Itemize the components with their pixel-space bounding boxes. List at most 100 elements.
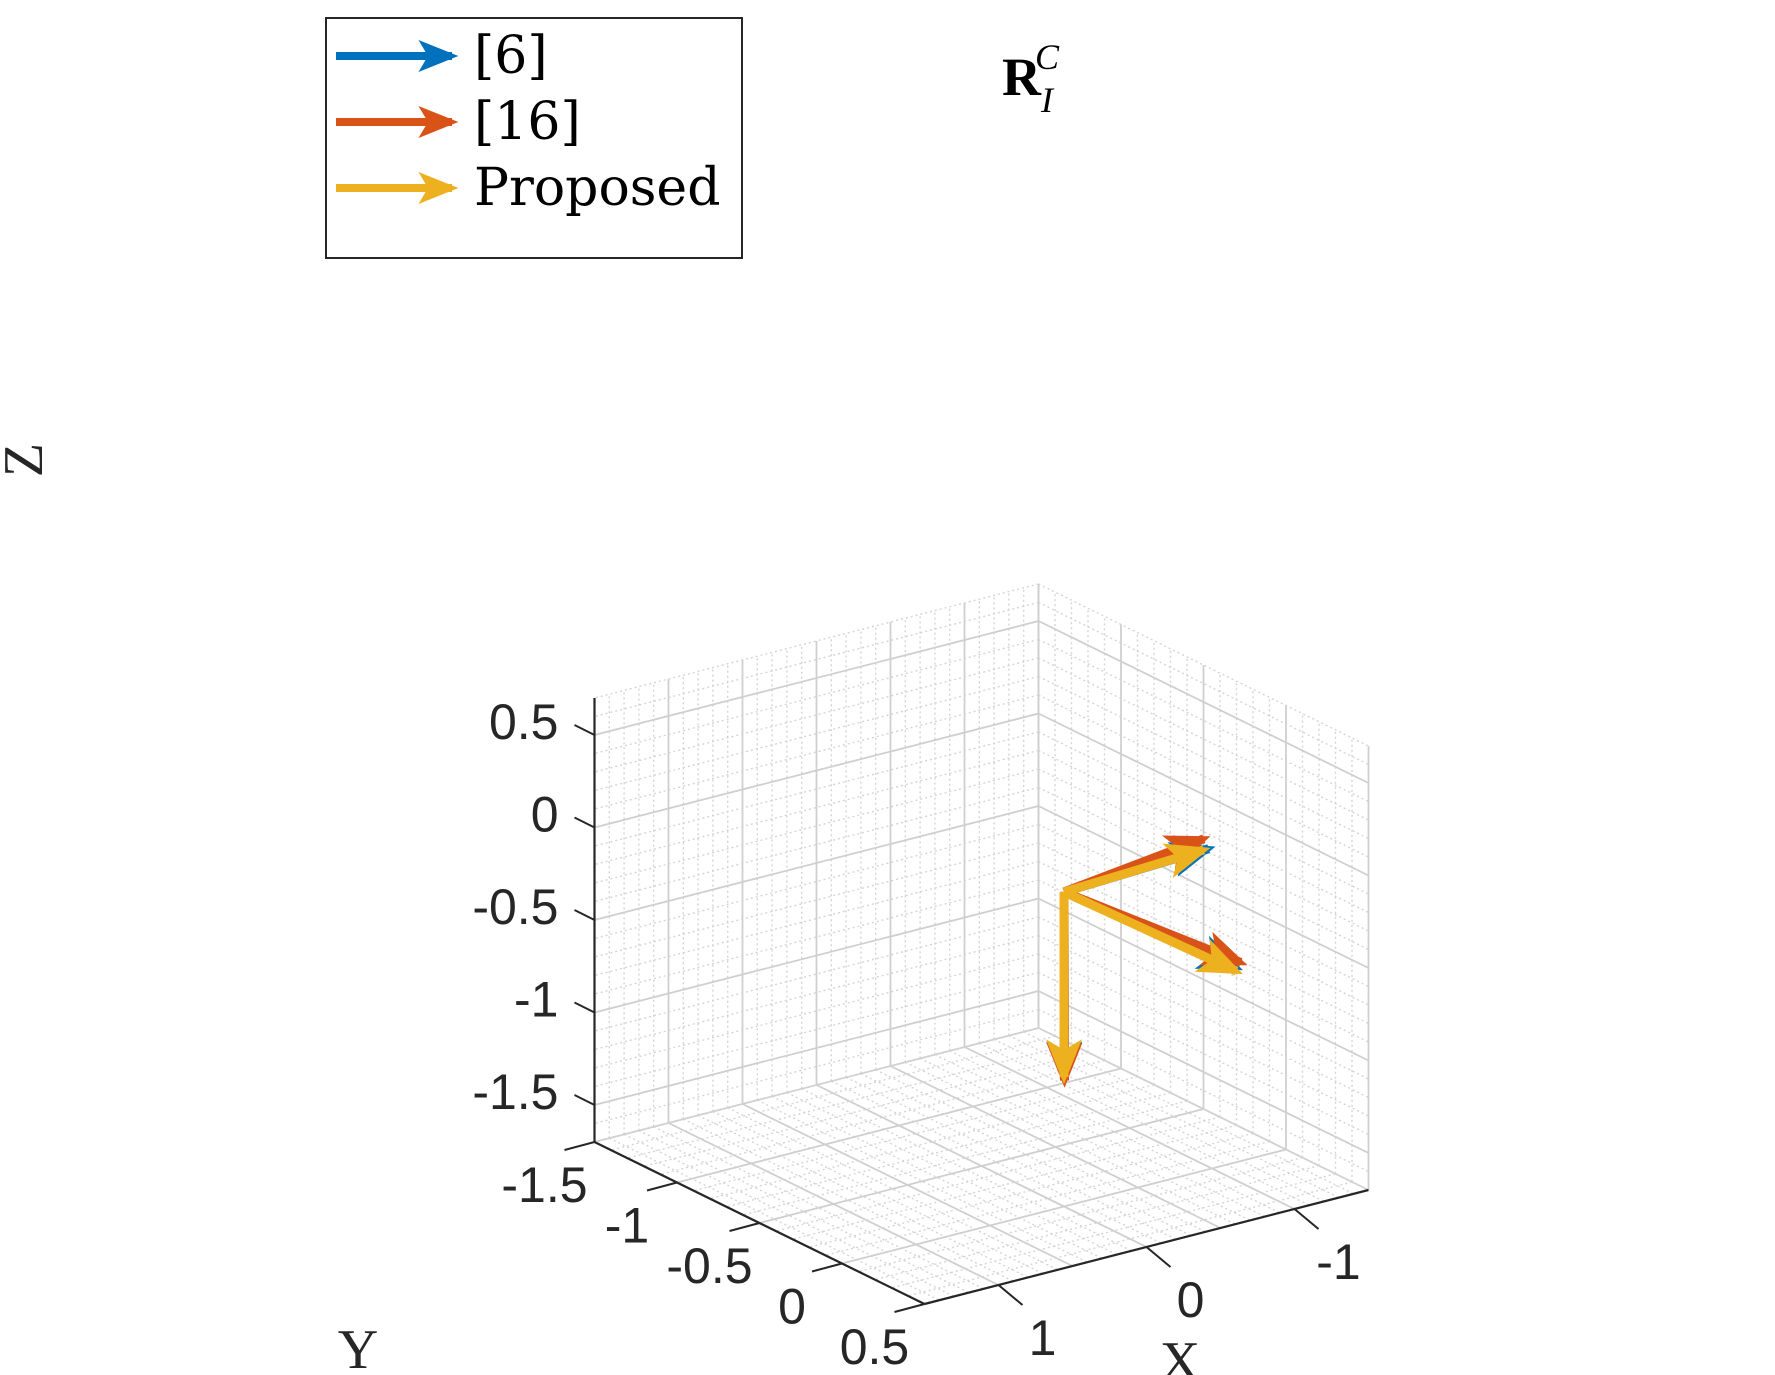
gridline — [594, 712, 1039, 829]
gridline — [697, 1114, 1029, 1279]
gridline — [1038, 731, 1369, 895]
gridline — [875, 1069, 1207, 1233]
legend: [6][16]Proposed — [325, 17, 743, 259]
gridline — [1038, 620, 1369, 784]
gridline — [709, 1084, 1155, 1200]
gridline — [1038, 1027, 1369, 1191]
gridline — [594, 1027, 1039, 1143]
gridline — [638, 1129, 970, 1294]
gridline — [756, 1099, 1088, 1263]
y-tick-label: -0.5 — [666, 1238, 752, 1294]
gridline — [919, 1057, 1251, 1222]
gridline — [792, 1124, 1237, 1240]
y-tick-label: 0 — [778, 1279, 806, 1335]
gridline — [682, 1118, 1014, 1282]
gridline — [934, 1053, 1266, 1218]
gridline — [860, 1072, 1192, 1237]
gridline — [727, 1107, 1059, 1271]
x-axis-label: X — [1160, 1331, 1200, 1375]
z-tick — [574, 724, 595, 736]
gridline — [1038, 805, 1369, 969]
y-tick-label: 0.5 — [840, 1319, 910, 1375]
legend-label: [16] — [474, 92, 581, 152]
z-tick-label: 0 — [531, 787, 559, 843]
gridline — [759, 1108, 1204, 1224]
z-tick — [574, 1001, 595, 1014]
gridline — [1038, 657, 1369, 821]
gridline — [786, 1091, 1118, 1256]
series-layer — [1046, 834, 1248, 1088]
gridline — [594, 805, 1039, 921]
title-base: R — [1002, 47, 1042, 107]
gridline — [978, 1042, 1310, 1206]
gridline — [594, 731, 1039, 847]
gridline — [693, 1075, 1138, 1192]
gridline — [643, 1051, 1089, 1167]
gridline — [830, 1080, 1162, 1244]
gridline — [594, 601, 1039, 718]
gridline — [623, 1133, 955, 1298]
legend-item: Proposed — [336, 158, 721, 218]
gridline — [1038, 768, 1369, 932]
z-tick-label: -0.5 — [472, 879, 558, 935]
gridline — [594, 879, 1039, 995]
gridline — [891, 1173, 1336, 1289]
gridline — [841, 1148, 1287, 1265]
gridline — [594, 897, 1039, 1014]
y-axis-label: Y — [338, 1319, 378, 1375]
y-tick — [894, 1303, 925, 1313]
gridline — [594, 768, 1039, 884]
grid-layer — [593, 583, 1370, 1305]
gridline — [1038, 583, 1369, 747]
gridline — [594, 823, 1039, 940]
x-tick — [1145, 1246, 1172, 1268]
gridline — [1038, 601, 1369, 766]
gridline — [1038, 916, 1369, 1080]
gridline — [1038, 842, 1369, 1006]
gridline — [949, 1050, 1281, 1214]
gridline — [627, 1043, 1072, 1159]
gridline — [858, 1156, 1303, 1273]
legend-item: [16] — [336, 92, 581, 152]
gridline — [594, 953, 1039, 1069]
gridline — [742, 1100, 1188, 1216]
y-tick — [564, 1141, 595, 1151]
gridline — [775, 1116, 1221, 1232]
gridline — [712, 1110, 1044, 1275]
gridline — [808, 1132, 1254, 1248]
gridline — [594, 842, 1039, 958]
gridline — [1038, 934, 1369, 1099]
gridline — [845, 1076, 1177, 1241]
legend-label: Proposed — [474, 158, 721, 218]
z-tick-label: -1.5 — [472, 1064, 558, 1120]
gridline — [594, 583, 1039, 699]
gridline — [594, 675, 1039, 792]
gridline — [653, 1126, 985, 1290]
gridline — [1038, 971, 1369, 1136]
gridline — [904, 1061, 1236, 1225]
title-superscript: C — [1035, 37, 1060, 77]
gridline — [594, 916, 1039, 1032]
y-tick — [646, 1181, 678, 1192]
y-tick-label: -1 — [605, 1198, 649, 1254]
y-tick — [811, 1262, 843, 1273]
gridline — [660, 1059, 1105, 1176]
axes-layer — [593, 698, 1369, 1306]
gridline — [1038, 675, 1369, 840]
gridline — [1038, 897, 1369, 1062]
gridline — [771, 1095, 1103, 1260]
gridline — [1038, 1008, 1369, 1173]
gridline — [594, 657, 1039, 773]
gridline — [801, 1088, 1133, 1252]
gridline — [1038, 990, 1369, 1154]
gridline — [594, 749, 1039, 866]
y-tick — [729, 1222, 760, 1232]
gridline — [594, 694, 1039, 810]
title-subscript: I — [1040, 80, 1055, 120]
legend-label: [6] — [474, 26, 548, 86]
vector-yellow-0 — [1062, 887, 1243, 976]
gridline — [1038, 712, 1369, 877]
gridline — [594, 934, 1039, 1051]
x-tick — [1293, 1208, 1320, 1230]
